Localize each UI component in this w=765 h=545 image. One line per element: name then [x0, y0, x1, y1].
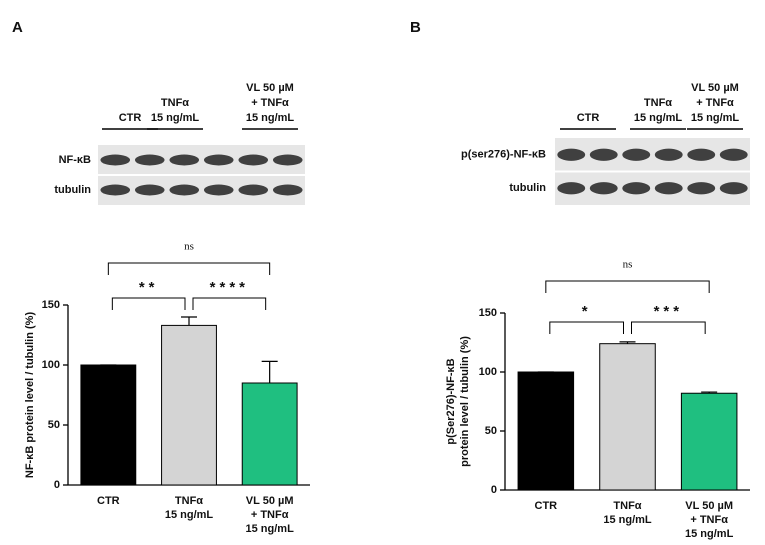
blot-band [687, 182, 716, 195]
x-tick-label: TNFα [613, 500, 641, 512]
blot-row-label: tubulin [54, 184, 91, 196]
bar [599, 343, 656, 491]
blot-band [719, 182, 748, 195]
blot-band [134, 154, 165, 166]
significance-bracket [111, 297, 186, 310]
significance-bracket [631, 321, 706, 334]
blot-band [169, 184, 200, 196]
panel-label: B [410, 19, 421, 36]
bar [161, 324, 217, 486]
blot-band [719, 148, 748, 161]
blot-row-label: p(ser276)-NF-κB [461, 149, 546, 161]
error-bar [261, 360, 278, 383]
x-tick-label: 15 ng/mL [603, 514, 652, 526]
x-tick-label: CTR [535, 500, 558, 512]
x-tick-label: VL 50 µM [246, 495, 294, 507]
blot-band [238, 154, 269, 166]
blot-column-label: TNFα [644, 97, 672, 109]
y-axis-label: NF-κB protein level / tubulin (%) [24, 312, 36, 479]
blot-column-label: 15 ng/mL [691, 112, 740, 124]
significance-label: ns [623, 259, 633, 271]
bar [241, 382, 298, 486]
blot-column-label: TNFα [161, 97, 189, 109]
blot-band [654, 148, 683, 161]
blot-band [203, 184, 234, 196]
blot-band [100, 184, 131, 196]
significance-label: *** [654, 303, 684, 320]
blot-band [622, 148, 651, 161]
y-tick-label: 100 [42, 359, 60, 371]
significance-bracket [545, 280, 710, 293]
x-tick-label: + TNFα [690, 514, 728, 526]
y-tick-label: 150 [42, 299, 60, 311]
y-axis-label: p(Ser276)-NF-κB [445, 358, 457, 444]
y-tick-label: 100 [479, 366, 497, 378]
significance-label: * [582, 303, 592, 320]
blot-band [272, 184, 303, 196]
bar [517, 371, 575, 491]
x-tick-label: 15 ng/mL [165, 509, 214, 521]
y-tick-label: 0 [54, 479, 60, 491]
blot-column-label: 15 ng/mL [151, 112, 200, 124]
significance-bracket [107, 262, 271, 275]
panel-label: A [12, 19, 23, 36]
x-tick-label: CTR [97, 495, 120, 507]
y-tick-label: 0 [491, 484, 497, 496]
significance-label: ** [139, 279, 159, 296]
x-tick-label: 15 ng/mL [685, 528, 734, 540]
blot-column-label: CTR [119, 112, 142, 124]
y-tick-label: 150 [479, 307, 497, 319]
blot-row-label: tubulin [509, 182, 546, 194]
x-tick-label: VL 50 µM [685, 500, 733, 512]
significance-bracket [549, 321, 624, 334]
blot-column-label: VL 50 µM [691, 82, 739, 94]
blot-band [134, 184, 165, 196]
blot-column-label: 15 ng/mL [246, 112, 295, 124]
significance-label: **** [210, 279, 249, 296]
blot-row-label: NF-κB [59, 154, 91, 166]
bar [680, 392, 738, 491]
significance-label: ns [184, 241, 194, 253]
x-tick-label: 15 ng/mL [246, 523, 295, 535]
blot-band [100, 154, 131, 166]
blot-band [654, 182, 683, 195]
blot-band [203, 154, 234, 166]
blot-column-label: CTR [577, 112, 600, 124]
blot-band [557, 148, 586, 161]
blot-column-label: 15 ng/mL [634, 112, 683, 124]
y-tick-label: 50 [485, 425, 497, 437]
x-tick-label: + TNFα [251, 509, 289, 521]
x-tick-label: TNFα [175, 495, 203, 507]
blot-band [687, 148, 716, 161]
blot-band [238, 184, 269, 196]
blot-band [272, 154, 303, 166]
significance-bracket [192, 297, 267, 310]
blot-band [169, 154, 200, 166]
blot-band [589, 182, 618, 195]
error-bar [619, 341, 636, 344]
error-bar [701, 391, 718, 394]
blot-column-label: + TNFα [696, 97, 734, 109]
bar [80, 364, 137, 486]
error-bar [181, 316, 197, 326]
blot-band [622, 182, 651, 195]
y-axis-label: protein level / tubulin (%) [459, 336, 471, 467]
blot-column-label: VL 50 µM [246, 82, 294, 94]
blot-band [589, 148, 618, 161]
blot-band [557, 182, 586, 195]
blot-column-label: + TNFα [251, 97, 289, 109]
y-tick-label: 50 [48, 419, 60, 431]
